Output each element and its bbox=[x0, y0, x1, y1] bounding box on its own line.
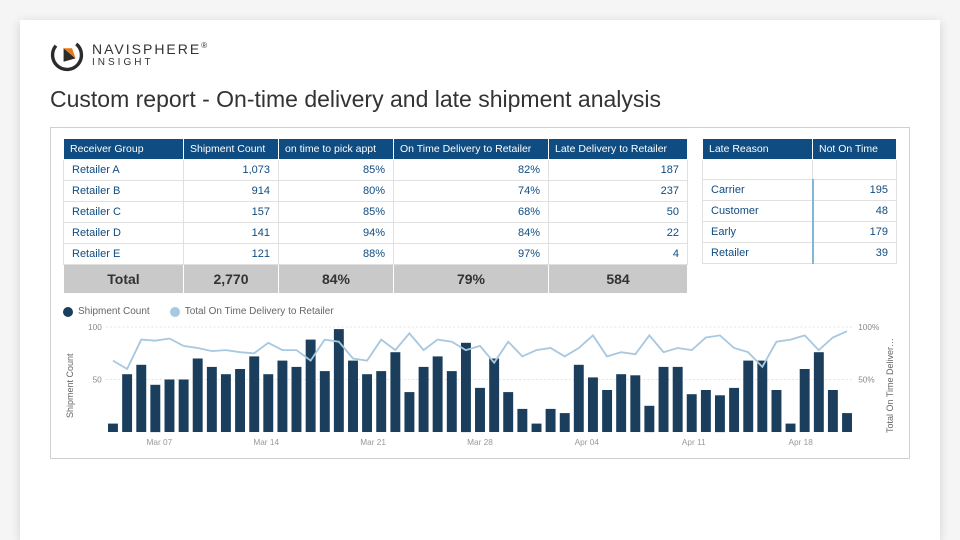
main-table-header-row: Receiver Group Shipment Count on time to… bbox=[64, 139, 688, 160]
svg-text:Apr 04: Apr 04 bbox=[575, 438, 600, 447]
chart-svg: 50 100 50% 100% Mar 07 Mar 14 Mar 21 Mar 28 Apr … bbox=[77, 323, 883, 448]
cell-count: 1,073 bbox=[184, 160, 279, 181]
cell-pick: 85% bbox=[279, 202, 394, 223]
col-receiver-group: Receiver Group bbox=[64, 139, 184, 160]
y-axis-right-label: Total On Time Deliver… bbox=[883, 323, 897, 448]
col-shipment-count: Shipment Count bbox=[184, 139, 279, 160]
table-row: Retailer E12188%97%4 bbox=[64, 244, 688, 265]
table-row-blank bbox=[703, 160, 897, 180]
cell-not-on-time: 179 bbox=[813, 222, 897, 243]
cell-not-on-time: 195 bbox=[813, 180, 897, 201]
chart-legend: Shipment Count Total On Time Delivery to… bbox=[63, 306, 897, 317]
svg-text:Mar 28: Mar 28 bbox=[467, 438, 493, 447]
table-row: Retailer A1,07385%82%187 bbox=[64, 160, 688, 181]
side-table-header-row: Late Reason Not On Time bbox=[703, 139, 897, 160]
cell-pick: 80% bbox=[279, 181, 394, 202]
table-row: Retailer B91480%74%237 bbox=[64, 181, 688, 202]
cell-group: Retailer A bbox=[64, 160, 184, 181]
svg-text:Mar 21: Mar 21 bbox=[360, 438, 386, 447]
cell-reason: Retailer bbox=[703, 243, 813, 264]
brand-line-2: INSIGHT bbox=[92, 58, 209, 68]
legend-item-bars: Shipment Count bbox=[63, 306, 150, 317]
svg-text:Apr 11: Apr 11 bbox=[682, 438, 706, 447]
page-title: Custom report - On-time delivery and lat… bbox=[50, 86, 910, 113]
cell-pick: 94% bbox=[279, 223, 394, 244]
table-row: Retailer39 bbox=[703, 243, 897, 264]
cell-count: 914 bbox=[184, 181, 279, 202]
cell-late: 4 bbox=[549, 244, 688, 265]
cell-count: 157 bbox=[184, 202, 279, 223]
brand-line-1: NAVISPHERE bbox=[92, 41, 201, 57]
cell-count: 141 bbox=[184, 223, 279, 244]
cell-late: 22 bbox=[549, 223, 688, 244]
svg-text:Mar 14: Mar 14 bbox=[253, 438, 279, 447]
total-row: Total2,77084%79%584 bbox=[64, 265, 688, 294]
main-table: Receiver Group Shipment Count on time to… bbox=[63, 138, 688, 294]
table-row: Carrier195 bbox=[703, 180, 897, 201]
chart-area: Shipment Count Total On Time Delivery to… bbox=[63, 306, 897, 448]
col-late-reason: Late Reason bbox=[703, 139, 813, 160]
svg-text:100: 100 bbox=[88, 323, 102, 332]
table-row: Retailer C15785%68%50 bbox=[64, 202, 688, 223]
cell-ontime: 68% bbox=[394, 202, 549, 223]
cell-late: 187 bbox=[549, 160, 688, 181]
total-ontime: 79% bbox=[394, 265, 549, 294]
cell-ontime: 84% bbox=[394, 223, 549, 244]
svg-text:100%: 100% bbox=[858, 323, 879, 332]
svg-text:Mar 07: Mar 07 bbox=[147, 438, 173, 447]
cell-ontime: 74% bbox=[394, 181, 549, 202]
cell-blank bbox=[813, 160, 897, 180]
table-row: Early179 bbox=[703, 222, 897, 243]
table-row: Customer48 bbox=[703, 201, 897, 222]
cell-not-on-time: 48 bbox=[813, 201, 897, 222]
chart-plot: 50 100 50% 100% Mar 07 Mar 14 Mar 21 Mar 28 Apr … bbox=[77, 323, 883, 448]
report-container: Receiver Group Shipment Count on time to… bbox=[50, 127, 910, 459]
cell-reason: Customer bbox=[703, 201, 813, 222]
total-late: 584 bbox=[549, 265, 688, 294]
svg-text:Apr 18: Apr 18 bbox=[788, 438, 813, 447]
table-row: Retailer D14194%84%22 bbox=[64, 223, 688, 244]
y-axis-left-label: Shipment Count bbox=[63, 323, 77, 448]
cell-group: Retailer C bbox=[64, 202, 184, 223]
col-ontime-delivery: On Time Delivery to Retailer bbox=[394, 139, 549, 160]
total-label: Total bbox=[64, 265, 184, 294]
tables-row: Receiver Group Shipment Count on time to… bbox=[63, 138, 897, 294]
cell-group: Retailer D bbox=[64, 223, 184, 244]
total-count: 2,770 bbox=[184, 265, 279, 294]
col-not-on-time: Not On Time bbox=[813, 139, 897, 160]
col-pick-appt: on time to pick appt bbox=[279, 139, 394, 160]
cell-not-on-time: 39 bbox=[813, 243, 897, 264]
total-pick: 84% bbox=[279, 265, 394, 294]
side-table: Late Reason Not On Time Carrier195Custom… bbox=[702, 138, 897, 264]
cell-late: 50 bbox=[549, 202, 688, 223]
cell-group: Retailer E bbox=[64, 244, 184, 265]
col-late-delivery: Late Delivery to Retailer bbox=[549, 139, 688, 160]
legend-swatch-bar-icon bbox=[63, 307, 73, 317]
report-card: NAVISPHERE® INSIGHT Custom report - On-t… bbox=[20, 20, 940, 540]
cell-blank bbox=[703, 160, 813, 180]
svg-text:50%: 50% bbox=[858, 376, 875, 385]
cell-ontime: 97% bbox=[394, 244, 549, 265]
cell-ontime: 82% bbox=[394, 160, 549, 181]
legend-label-line: Total On Time Delivery to Retailer bbox=[185, 306, 334, 317]
cell-group: Retailer B bbox=[64, 181, 184, 202]
logo-text: NAVISPHERE® INSIGHT bbox=[92, 42, 209, 68]
logo-mark-icon bbox=[50, 38, 84, 72]
legend-item-line: Total On Time Delivery to Retailer bbox=[170, 306, 334, 317]
cell-late: 237 bbox=[549, 181, 688, 202]
brand-logo: NAVISPHERE® INSIGHT bbox=[50, 38, 910, 72]
cell-count: 121 bbox=[184, 244, 279, 265]
legend-label-bars: Shipment Count bbox=[78, 306, 150, 317]
cell-pick: 85% bbox=[279, 160, 394, 181]
legend-swatch-line-icon bbox=[170, 307, 180, 317]
cell-pick: 88% bbox=[279, 244, 394, 265]
cell-reason: Carrier bbox=[703, 180, 813, 201]
chart-wrap: Shipment Count 50 100 50% 100% Mar 07 Mar 14 M… bbox=[63, 323, 897, 448]
svg-text:50: 50 bbox=[93, 376, 103, 385]
cell-reason: Early bbox=[703, 222, 813, 243]
